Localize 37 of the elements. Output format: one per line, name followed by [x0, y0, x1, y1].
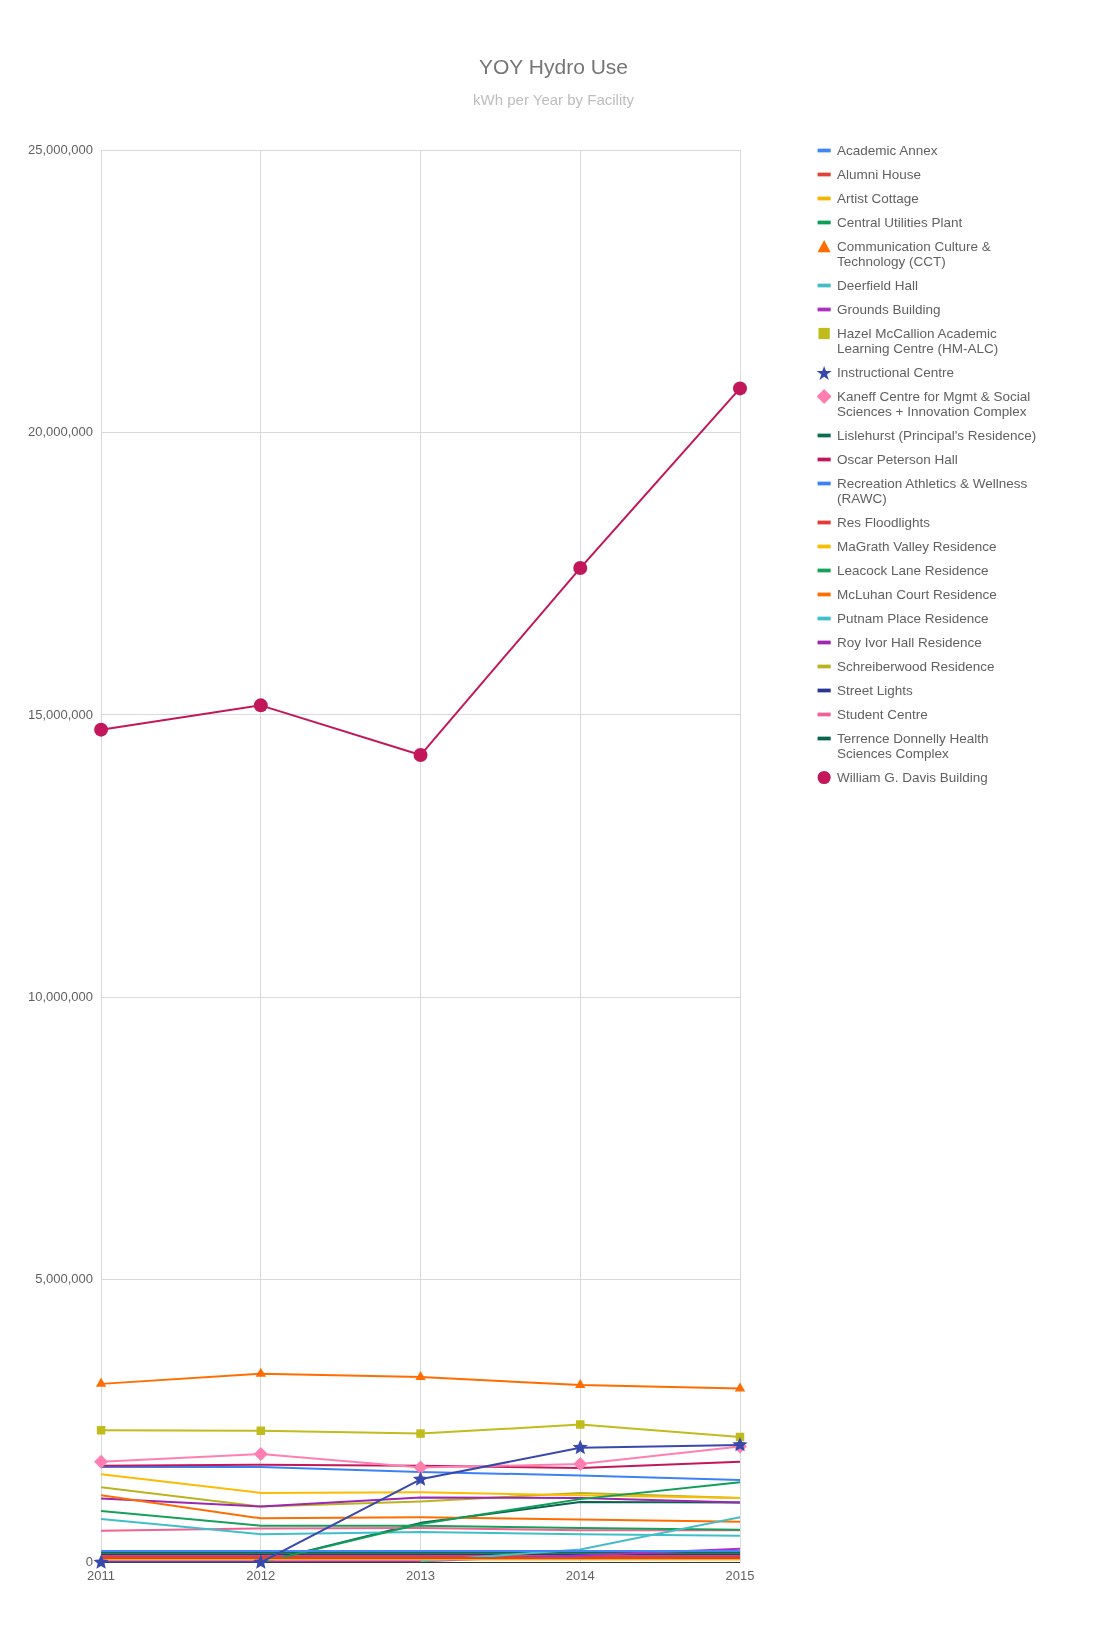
y-tick-label: 0 — [85, 1553, 94, 1569]
x-tick-label: 2015 — [725, 1567, 755, 1583]
y-tick-label: 20,000,000 — [27, 424, 94, 440]
legend-label: Academic Annex — [837, 143, 938, 158]
legend-label: Street Lights — [837, 683, 913, 698]
legend-label: Artist Cottage — [837, 191, 919, 206]
legend-label: Hazel McCallion Academic Learning Centre (HM-ALC) — [837, 326, 1000, 356]
legend-label: Roy Ivor Hall Residence — [837, 635, 982, 650]
x-tick-label: 2014 — [565, 1567, 595, 1583]
legend-label: Instructional Centre — [837, 365, 955, 380]
legend-label: Res Floodlights — [837, 515, 931, 530]
x-tick-label: 2012 — [246, 1567, 276, 1583]
legend-label: Leacock Lane Residence — [837, 563, 989, 578]
legend-label: MaGrath Valley Residence — [837, 539, 997, 554]
legend-label: Student Centre — [837, 707, 928, 722]
chart-subtitle: kWh per Year by Facility — [472, 91, 635, 108]
x-tick-label: 2011 — [87, 1567, 116, 1583]
chart-title: YOY Hydro Use — [478, 55, 629, 79]
legend-label: Recreation Athletics & Wellness (RAWC) — [837, 476, 1029, 506]
legend-label: Deerfield Hall — [837, 278, 919, 293]
legend-label: Schreiberwood Residence — [837, 659, 995, 674]
legend-label: Terrence Donnelly Health Sciences Complex — [837, 731, 990, 761]
legend-label: Lislehurst (Principal's Residence) — [837, 428, 1037, 443]
y-tick-label: 15,000,000 — [27, 706, 94, 722]
legend-label: Kaneff Centre for Mgmt & Social Sciences + Innovation Complex — [837, 389, 1032, 419]
legend-label: Putnam Place Residence — [837, 611, 989, 626]
legend-label: Communication Culture & Technology (CCT) — [837, 239, 992, 269]
legend-label: Oscar Peterson Hall — [837, 452, 958, 467]
legend-label: Central Utilities Plant — [837, 215, 963, 230]
x-tick-label: 2013 — [406, 1567, 435, 1583]
legend-label: William G. Davis Building — [837, 770, 988, 785]
legend-label: Grounds Building — [837, 302, 941, 317]
y-tick-label: 25,000,000 — [27, 141, 94, 157]
legend-label: Alumni House — [837, 167, 922, 182]
y-tick-label: 10,000,000 — [27, 989, 94, 1005]
legend-label: McLuhan Court Residence — [837, 587, 997, 602]
y-tick-label: 5,000,000 — [35, 1271, 94, 1287]
